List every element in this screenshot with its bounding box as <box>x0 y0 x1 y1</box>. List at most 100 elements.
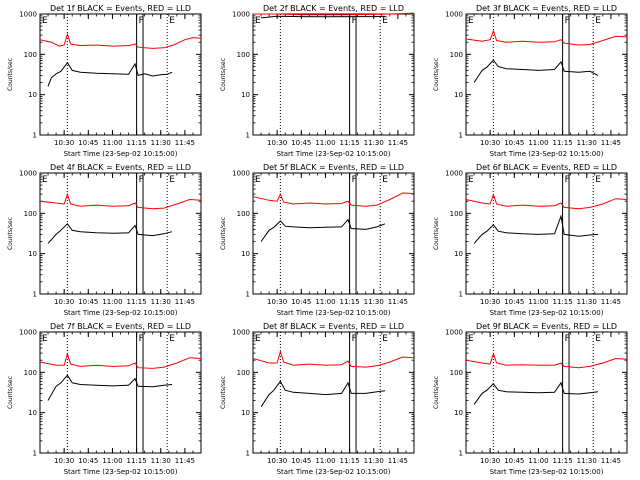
detector-panel: Det 9f BLACK = Events, RED = LLD Counts/s… <box>433 322 628 476</box>
x-axis-label: Start Time (23-Sep-02 10:15:00) <box>277 150 391 158</box>
y-axis-label: Counts/sec <box>220 217 227 250</box>
x-tick-label: 11:45 <box>388 139 408 147</box>
x-tick-label: 11:15 <box>340 139 360 147</box>
detector-panel: Det 7f BLACK = Events, RED = LLD Counts/s… <box>7 322 202 476</box>
lld-rate-series <box>465 29 628 46</box>
event-marker-label: E <box>468 16 474 26</box>
x-axis-label: Start Time (23-Sep-02 10:15:00) <box>277 309 391 317</box>
y-tick-label: 1 <box>459 450 463 458</box>
y-axis-label: Counts/sec <box>7 58 14 91</box>
panel-title: Det 3f BLACK = Events, RED = LLD <box>476 4 617 13</box>
y-tick-label: 1000 <box>445 11 463 19</box>
y-tick-label: 100 <box>450 210 463 218</box>
x-tick-label: 11:00 <box>315 457 335 465</box>
panel-title: Det 7f BLACK = Events, RED = LLD <box>50 322 191 331</box>
x-tick-label: 11:00 <box>528 457 548 465</box>
y-tick-label: 100 <box>24 210 37 218</box>
x-tick-label: 11:30 <box>151 457 171 465</box>
y-tick-label: 1 <box>246 132 250 140</box>
x-tick-label: 11:30 <box>151 298 171 306</box>
event-marker-label: E <box>255 334 261 344</box>
y-tick-label: 100 <box>24 51 37 59</box>
event-rate-series <box>473 381 599 405</box>
x-axis-label: Start Time (23-Sep-02 10:15:00) <box>64 150 178 158</box>
event-rate-series <box>473 59 599 83</box>
y-tick-label: 10 <box>28 250 37 258</box>
event-marker-label: E <box>255 16 261 26</box>
y-tick-label: 10 <box>241 250 250 258</box>
y-tick-label: 10 <box>241 91 250 99</box>
event-marker-label: F <box>352 16 357 26</box>
lld-rate-series <box>39 32 202 49</box>
event-marker-label: F <box>139 334 144 344</box>
lld-rate-series <box>39 192 202 210</box>
panel-title: Det 9f BLACK = Events, RED = LLD <box>476 322 617 331</box>
event-marker-label: E <box>382 334 388 344</box>
event-rate-series <box>473 214 599 244</box>
panel-title: Det 1f BLACK = Events, RED = LLD <box>50 4 191 13</box>
y-tick-label: 10 <box>454 250 463 258</box>
detector-panel: Det 2f BLACK = Events, RED = LLD Counts/s… <box>220 4 415 158</box>
x-tick-label: 11:15 <box>127 298 147 306</box>
event-marker-label: E <box>169 334 175 344</box>
x-axis-label: Start Time (23-Sep-02 10:15:00) <box>490 468 604 476</box>
y-tick-label: 1 <box>246 450 250 458</box>
event-marker-label: E <box>468 175 474 185</box>
x-tick-label: 11:00 <box>315 139 335 147</box>
x-axis-label: Start Time (23-Sep-02 10:15:00) <box>64 309 178 317</box>
event-rate-series <box>47 223 173 244</box>
x-tick-label: 10:45 <box>78 298 98 306</box>
y-axis-label: Counts/sec <box>7 217 14 250</box>
event-marker-label: E <box>468 334 474 344</box>
detector-panel: Det 4f BLACK = Events, RED = LLD Counts/s… <box>7 163 202 317</box>
detector-panel: Det 6f BLACK = Events, RED = LLD Counts/s… <box>433 163 628 317</box>
y-tick-label: 100 <box>237 369 250 377</box>
x-tick-label: 10:45 <box>504 139 524 147</box>
x-tick-label: 11:45 <box>175 139 195 147</box>
x-tick-label: 10:45 <box>78 457 98 465</box>
event-marker-label: E <box>595 334 601 344</box>
panel-title: Det 6f BLACK = Events, RED = LLD <box>476 163 617 172</box>
event-marker-label: E <box>169 16 175 26</box>
y-tick-label: 1000 <box>19 11 37 19</box>
event-marker-label: E <box>382 16 388 26</box>
panel-title: Det 5f BLACK = Events, RED = LLD <box>263 163 404 172</box>
x-tick-label: 11:45 <box>388 457 408 465</box>
y-tick-label: 1 <box>33 291 37 299</box>
y-tick-label: 10 <box>28 91 37 99</box>
event-rate-series <box>47 61 173 87</box>
lld-rate-series <box>39 351 202 369</box>
panel-title: Det 2f BLACK = Events, RED = LLD <box>263 4 404 13</box>
event-marker-label: F <box>565 175 570 185</box>
x-tick-label: 11:30 <box>364 457 384 465</box>
detector-panel: Det 1f BLACK = Events, RED = LLD Counts/s… <box>7 4 202 158</box>
x-tick-label: 11:45 <box>601 298 621 306</box>
x-tick-label: 11:45 <box>388 298 408 306</box>
lld-rate-series <box>465 193 628 210</box>
x-tick-label: 11:30 <box>364 298 384 306</box>
x-tick-label: 11:00 <box>528 139 548 147</box>
x-tick-label: 10:30 <box>267 298 287 306</box>
x-tick-label: 10:45 <box>504 298 524 306</box>
x-tick-label: 10:30 <box>54 457 74 465</box>
x-tick-label: 11:00 <box>102 139 122 147</box>
x-tick-label: 10:30 <box>480 298 500 306</box>
y-tick-label: 10 <box>454 91 463 99</box>
x-tick-label: 11:00 <box>528 298 548 306</box>
x-tick-label: 10:45 <box>291 457 311 465</box>
event-rate-series <box>260 218 386 242</box>
x-tick-label: 11:30 <box>577 139 597 147</box>
y-axis-label: Counts/sec <box>220 58 227 91</box>
event-marker-label: E <box>382 175 388 185</box>
event-marker-label: E <box>169 175 175 185</box>
event-marker-label: E <box>595 175 601 185</box>
y-tick-label: 100 <box>24 369 37 377</box>
y-tick-label: 100 <box>450 369 463 377</box>
event-marker-label: F <box>139 16 144 26</box>
lld-rate-series <box>253 12 415 16</box>
x-tick-label: 11:15 <box>340 298 360 306</box>
x-tick-label: 10:30 <box>267 457 287 465</box>
y-tick-label: 10 <box>28 409 37 417</box>
